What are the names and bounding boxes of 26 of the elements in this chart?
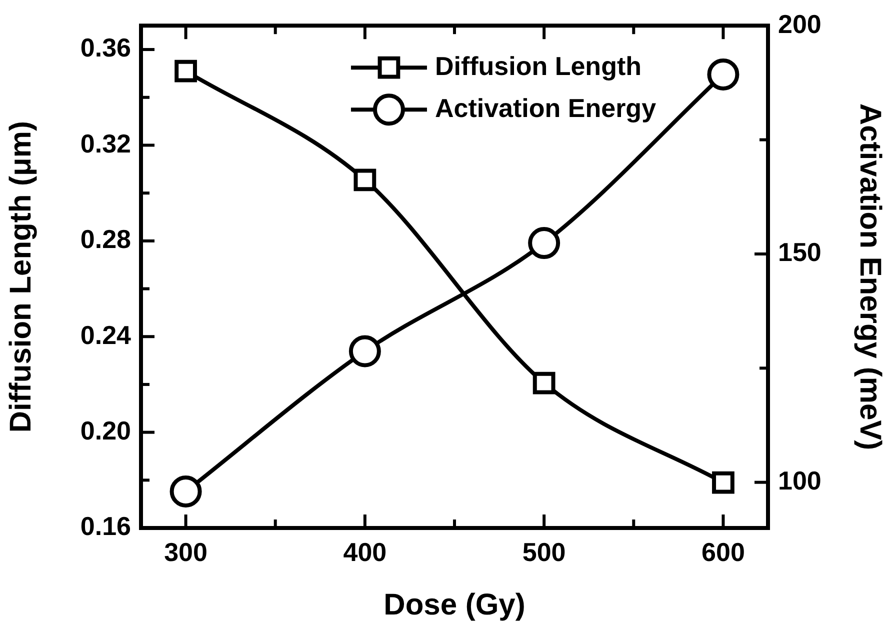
point: [174, 60, 197, 82]
y-tick-label: 0.24: [80, 320, 132, 350]
x-tick-label: 500: [522, 536, 566, 567]
point: [354, 168, 376, 192]
y2-tick-label: 150: [778, 237, 822, 268]
x-tick-label: 600: [702, 536, 745, 567]
y-tick-label: 0.32: [80, 128, 131, 158]
y2-tick-label: 100: [778, 466, 822, 496]
y2-axis-title: Activation Energy (meV): [854, 103, 887, 450]
y-tick-label: 0.16: [80, 511, 131, 542]
x-axis-title: Dose (Gy): [384, 588, 526, 622]
point: [712, 471, 734, 494]
point: [707, 58, 740, 90]
legend-label: Activation Energy: [434, 92, 657, 123]
point: [532, 372, 556, 394]
legend-label: Diffusion Length: [434, 50, 642, 81]
y2-tick-label: 200: [778, 8, 822, 39]
point: [348, 335, 381, 368]
y-tick-label: 0.28: [80, 224, 131, 254]
point: [528, 227, 560, 259]
y-tick-label: 0.36: [80, 32, 131, 63]
x-tick-label: 300: [164, 536, 208, 567]
x-tick-label: 400: [343, 536, 387, 567]
point: [170, 475, 202, 508]
y-tick-label: 0.20: [80, 415, 131, 446]
y-axis-title: Diffusion Length (μm): [4, 120, 38, 433]
